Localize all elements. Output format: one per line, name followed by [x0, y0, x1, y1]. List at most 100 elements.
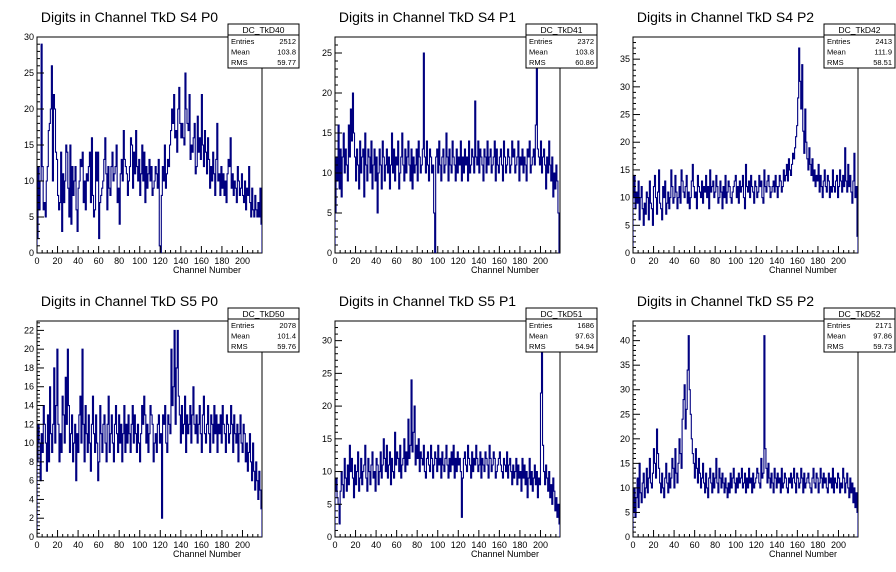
stats-label-rms: RMS — [231, 342, 248, 351]
chart-title: Digits in Channel TkD S5 P0 — [41, 293, 218, 309]
x-tick-label: 120 — [153, 256, 168, 266]
x-tick-label: 160 — [492, 256, 507, 266]
x-tick-label: 0 — [34, 256, 39, 266]
stats-value-rms: 54.94 — [575, 342, 594, 351]
x-tick-label: 120 — [749, 256, 764, 266]
histogram-series — [37, 329, 262, 537]
stats-label-rms: RMS — [529, 342, 546, 351]
stats-name: DC_TkD51 — [540, 309, 582, 319]
stats-frame — [823, 307, 896, 353]
x-tick-label: 60 — [690, 256, 700, 266]
x-tick-label: 80 — [710, 256, 720, 266]
x-tick-label: 180 — [512, 540, 527, 550]
stats-frame — [525, 23, 598, 69]
y-tick-label: 15 — [322, 128, 332, 138]
stats-label-entries: Entries — [231, 37, 255, 46]
stats-frame — [227, 23, 300, 69]
histogram-panel-5: Digits in Channel TkD S5 P20 20 40 60 80 100 1… — [620, 293, 896, 559]
y-tick-label: 10 — [322, 168, 332, 178]
x-tick-label: 200 — [533, 256, 548, 266]
histogram-panel-2: Digits in Channel TkD S4 P2 0 20 40 60 80 100 1… — [620, 9, 896, 275]
x-tick-label: 60 — [94, 256, 104, 266]
x-tick-label: 60 — [392, 256, 402, 266]
x-tick-label: 40 — [669, 256, 679, 266]
plot-frame — [36, 320, 263, 538]
x-tick-label: 140 — [471, 256, 486, 266]
x-tick-label: 180 — [214, 540, 229, 550]
x-tick-label: 120 — [451, 540, 466, 550]
x-tick-label: 80 — [710, 540, 720, 550]
y-tick-label: 0 — [29, 248, 34, 258]
y-tick-label: 20 — [24, 344, 34, 354]
stats-label-mean: Mean — [529, 332, 548, 341]
stats-label-mean: Mean — [827, 332, 846, 341]
x-tick-label: 60 — [690, 540, 700, 550]
x-tick-label: 0 — [630, 540, 635, 550]
y-tick-label: 20 — [620, 137, 630, 147]
stats-value-mean: 97.86 — [873, 332, 892, 341]
y-tick-label: 25 — [24, 68, 34, 78]
chart-title: Digits in Channel TkD S4 P2 — [637, 9, 814, 25]
stats-box: DC_TkD42 Entries 2413 Mean 111.9 RMS 58.51 — [823, 23, 896, 69]
stats-box: DC_TkD50 Entries 2078 Mean 101.4 RMS 59.76 — [227, 307, 300, 353]
y-tick-label: 35 — [620, 360, 630, 370]
x-tick-label: 40 — [371, 540, 381, 550]
y-tick-label: 5 — [29, 212, 34, 222]
plot-frame — [334, 36, 561, 254]
y-tick-label: 16 — [24, 382, 34, 392]
y-tick-label: 5 — [327, 499, 332, 509]
y-tick-label: 2 — [29, 513, 34, 523]
stats-value-mean: 103.8 — [575, 48, 594, 57]
x-tick-label: 40 — [73, 256, 83, 266]
x-tick-label: 80 — [412, 256, 422, 266]
histogram-panel-4: Digits in Channel TkD S5 P10 20 40 60 80 100 1… — [322, 293, 598, 559]
y-tick-label: 20 — [322, 401, 332, 411]
y-tick-label: 20 — [24, 104, 34, 114]
x-tick-label: 0 — [332, 256, 337, 266]
y-tick-label: 25 — [620, 409, 630, 419]
stats-frame — [525, 307, 598, 353]
y-tick-label: 15 — [620, 458, 630, 468]
x-tick-label: 20 — [351, 540, 361, 550]
x-axis-label: Channel Number — [471, 265, 539, 275]
x-tick-label: 40 — [73, 540, 83, 550]
histogram-series — [633, 335, 858, 537]
x-tick-label: 60 — [392, 540, 402, 550]
y-tick-label: 0 — [625, 248, 630, 258]
histogram-series — [335, 52, 560, 253]
stats-value-mean: 111.9 — [874, 48, 892, 57]
x-tick-label: 180 — [214, 256, 229, 266]
stats-name: DC_TkD40 — [242, 25, 284, 35]
histogram-series — [335, 340, 560, 537]
y-tick-label: 20 — [322, 88, 332, 98]
x-tick-label: 100 — [728, 540, 743, 550]
y-tick-label: 30 — [322, 336, 332, 346]
x-axis-label: Channel Number — [769, 549, 837, 559]
y-tick-label: 15 — [620, 165, 630, 175]
x-tick-label: 0 — [630, 256, 635, 266]
y-tick-label: 0 — [625, 532, 630, 542]
y-tick-label: 0 — [327, 532, 332, 542]
x-axis-label: Channel Number — [173, 265, 241, 275]
stats-box: DC_TkD41 Entries 2372 Mean 103.8 RMS 60.86 — [525, 23, 598, 69]
x-tick-label: 160 — [790, 256, 805, 266]
stats-label-mean: Mean — [231, 48, 250, 57]
x-tick-label: 100 — [430, 256, 445, 266]
x-tick-label: 100 — [728, 256, 743, 266]
stats-label-rms: RMS — [827, 58, 844, 67]
stats-frame — [823, 23, 896, 69]
stats-value-entries: 2413 — [875, 37, 892, 46]
x-tick-label: 140 — [471, 540, 486, 550]
y-tick-label: 10 — [620, 483, 630, 493]
histogram-panel-0: Digits in Channel TkD S4 P00 20 40 60 80 100 1… — [24, 9, 300, 275]
stats-label-rms: RMS — [231, 58, 248, 67]
y-tick-label: 4 — [29, 494, 34, 504]
x-tick-label: 60 — [94, 540, 104, 550]
stats-value-entries: 2512 — [279, 37, 296, 46]
stats-name: DC_TkD41 — [540, 25, 582, 35]
x-tick-label: 120 — [153, 540, 168, 550]
chart-title: Digits in Channel TkD S5 P1 — [339, 293, 516, 309]
x-tick-label: 120 — [451, 256, 466, 266]
stats-value-mean: 97.63 — [575, 332, 594, 341]
